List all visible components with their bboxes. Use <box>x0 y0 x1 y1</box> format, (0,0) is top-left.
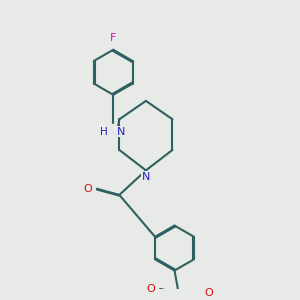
Text: O: O <box>83 184 92 194</box>
Text: F: F <box>110 33 116 43</box>
Text: O: O <box>205 288 213 298</box>
Text: N: N <box>116 127 125 136</box>
Text: H: H <box>100 127 108 136</box>
Text: O: O <box>147 284 156 294</box>
Text: N: N <box>142 172 150 182</box>
